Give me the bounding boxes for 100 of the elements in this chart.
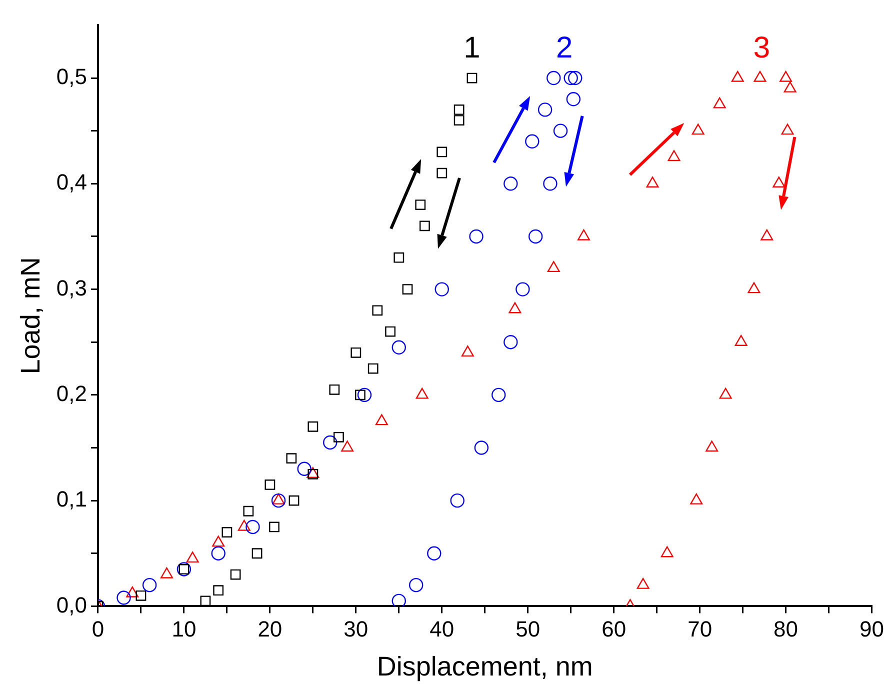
point — [538, 102, 552, 117]
point — [504, 176, 518, 191]
point — [272, 493, 285, 504]
point — [271, 493, 286, 508]
point — [668, 150, 680, 162]
x-tick-label: 30 — [344, 616, 368, 642]
y-tick-label: 0,0 — [56, 592, 87, 618]
point — [566, 92, 581, 106]
point — [692, 124, 704, 135]
point — [269, 522, 280, 532]
point — [419, 220, 430, 232]
point — [392, 340, 406, 354]
point — [636, 578, 650, 589]
x-tick-label: 10 — [172, 616, 196, 642]
point — [781, 124, 794, 135]
point — [450, 493, 464, 508]
point — [553, 124, 568, 138]
x-tick-label: 70 — [688, 616, 712, 642]
x-axis-title: Displacement, nm — [376, 651, 593, 682]
point — [543, 176, 558, 191]
point — [385, 326, 396, 337]
point — [731, 70, 744, 82]
point — [427, 546, 442, 560]
point — [713, 97, 726, 108]
point — [288, 495, 300, 506]
point — [646, 176, 659, 188]
point — [341, 440, 354, 452]
x-tick-label: 50 — [516, 616, 540, 642]
point — [350, 347, 362, 358]
point — [323, 435, 338, 450]
series-label: 3 — [753, 31, 770, 64]
x-tick-label: 60 — [602, 616, 626, 642]
point — [516, 282, 530, 296]
point — [760, 229, 774, 240]
point — [546, 70, 561, 86]
x-tick-label: 40 — [430, 616, 454, 642]
point — [375, 414, 388, 426]
point — [461, 346, 474, 357]
point — [660, 546, 674, 558]
point — [394, 252, 404, 263]
point — [186, 552, 199, 563]
point — [211, 546, 226, 560]
point — [238, 520, 250, 531]
point — [706, 440, 718, 452]
point — [434, 282, 449, 296]
point — [508, 302, 522, 314]
point — [408, 578, 424, 592]
point — [212, 536, 225, 547]
point — [474, 440, 489, 455]
point — [772, 176, 786, 188]
point — [334, 432, 344, 442]
point — [286, 453, 297, 464]
y-tick-label: 0,1 — [56, 486, 87, 512]
point — [454, 104, 464, 115]
series-label: 1 — [464, 31, 480, 64]
point — [748, 282, 760, 294]
point — [230, 569, 241, 580]
y-axis-title: Load, mN — [16, 257, 46, 374]
x-tick-label: 20 — [258, 616, 282, 642]
y-tick-label: 0,5 — [56, 64, 87, 90]
point — [504, 335, 518, 350]
point — [357, 388, 372, 402]
point — [368, 363, 378, 374]
x-tick-label: 0 — [92, 616, 104, 642]
point — [160, 567, 173, 578]
point — [568, 70, 582, 86]
x-tick-label: 80 — [774, 616, 798, 642]
point — [416, 388, 428, 399]
series-label: 2 — [556, 31, 573, 64]
point — [252, 548, 262, 559]
point — [436, 168, 448, 178]
point — [116, 590, 131, 605]
point — [784, 81, 796, 92]
point — [436, 146, 448, 158]
x-tick-label: 90 — [860, 616, 884, 642]
point — [564, 70, 578, 86]
point — [142, 578, 157, 592]
point — [372, 305, 383, 316]
point — [126, 586, 139, 598]
point — [466, 72, 478, 84]
point — [213, 585, 224, 596]
point — [264, 480, 276, 490]
point — [136, 590, 146, 601]
point — [525, 134, 540, 148]
y-tick-label: 0,2 — [56, 380, 87, 406]
point — [492, 388, 506, 402]
point — [308, 421, 318, 432]
point — [297, 462, 312, 476]
point — [578, 229, 590, 240]
point — [243, 506, 254, 516]
point — [469, 229, 484, 244]
point — [780, 70, 792, 82]
point — [200, 596, 211, 606]
point — [754, 70, 766, 82]
point — [246, 520, 260, 534]
point — [402, 284, 413, 294]
y-tick-label: 0,3 — [56, 275, 87, 300]
point — [719, 388, 732, 399]
point — [547, 261, 560, 272]
point — [734, 335, 748, 346]
